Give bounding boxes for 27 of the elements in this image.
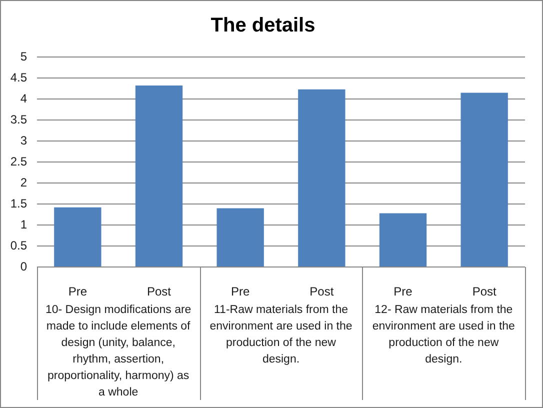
- text: 12- Raw materials from the environment are used in the production of the new design.: [372, 304, 515, 366]
- bar: [216, 208, 264, 266]
- y-tick-label: 4.5: [10, 70, 28, 84]
- x-tick-label: Pre: [230, 284, 250, 299]
- bar: [379, 213, 427, 266]
- bar: [460, 92, 508, 266]
- bar: [298, 89, 346, 266]
- y-tick-label: 1: [20, 217, 28, 232]
- y-tick-label: 0: [20, 259, 28, 274]
- bar: [135, 86, 183, 266]
- y-tick-label: 0.5: [10, 238, 28, 252]
- x-tick-label: Post: [472, 284, 498, 299]
- x-tick-label: Pre: [68, 284, 88, 299]
- y-tick-label: 4: [20, 91, 28, 106]
- x-tick-label: Pre: [394, 284, 413, 299]
- text: 11-Raw materials from the environment are used in the production of the new design.: [210, 304, 352, 366]
- chart-title: The details: [210, 14, 316, 37]
- y-tick-label: 3.5: [10, 112, 28, 126]
- y-tick-label: 3: [20, 133, 28, 148]
- x-tick-label: Post: [146, 284, 172, 299]
- x-tick-label: Post: [310, 284, 334, 299]
- y-tick-label: 1.5: [10, 196, 28, 210]
- y-tick-label: 2.5: [10, 154, 28, 168]
- bar: [54, 207, 102, 266]
- y-tick-label: 5: [20, 49, 28, 64]
- text: 10- Design modifications are made to include elements of design (unity, balance, rhythm, assertion, proportionality, harmony) as a whole: [45, 304, 192, 399]
- y-tick-label: 2: [20, 175, 28, 190]
